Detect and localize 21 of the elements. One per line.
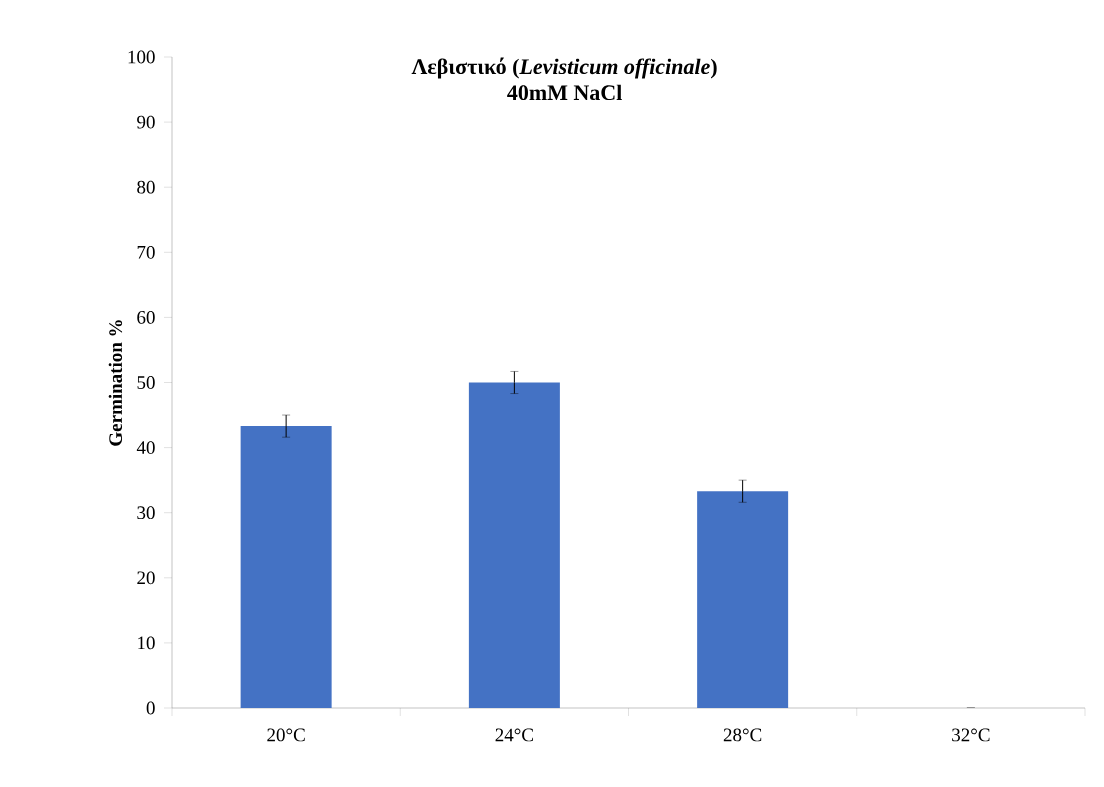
x-tick-label: 24°C [495,728,533,742]
x-tick-label: 20°C [267,728,305,742]
y-tick-label: 40 [136,441,155,455]
chart-title: Λεβιστικό (Levisticum officinale) [411,57,717,79]
y-tick-label: 80 [137,180,155,194]
y-tick-label: 20 [137,571,155,585]
y-axis-title: Germination % [108,320,123,446]
x-tick-label: 28°C [723,728,762,742]
x-tick-label: 32°C [952,728,990,742]
bar [468,382,560,708]
y-tick-label: 50 [137,376,155,389]
y-tick-label: 60 [137,310,155,324]
y-tick-label: 30 [137,506,155,520]
y-tick-label: 90 [137,115,155,129]
y-tick-label: 70 [137,245,155,259]
bar [240,426,332,708]
bar [697,491,789,708]
y-tick-label: 0 [146,701,155,715]
text: 40mM NaCl [507,84,622,101]
y-tick-label: 100 [128,50,155,64]
y-tick-label: 10 [138,636,155,650]
